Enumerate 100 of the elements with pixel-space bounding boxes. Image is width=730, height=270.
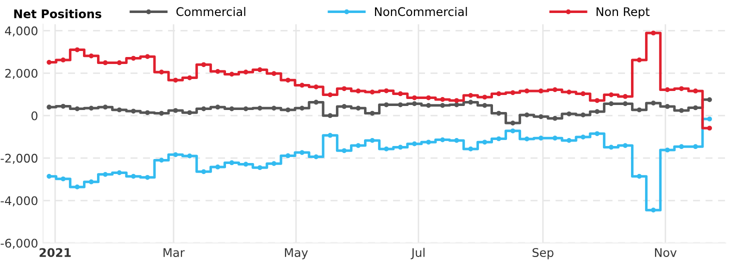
point [102, 104, 108, 110]
point [552, 87, 558, 92]
point [384, 146, 389, 152]
y-tick-label: 4,000 [4, 26, 38, 37]
point [187, 110, 192, 116]
point [440, 102, 445, 108]
point [664, 148, 670, 152]
legend-label: Commercial [176, 6, 246, 16]
point [580, 91, 586, 96]
x-tick-label: Nov [655, 248, 677, 257]
x-tick-label: Mar [164, 248, 185, 257]
point [300, 82, 304, 88]
point [370, 138, 375, 143]
point [356, 106, 361, 111]
point [215, 164, 220, 170]
point [328, 132, 333, 138]
point [636, 58, 642, 62]
point [201, 62, 206, 68]
point [538, 114, 544, 120]
point [594, 98, 600, 103]
point [664, 104, 670, 109]
point [482, 140, 488, 145]
point [272, 161, 276, 166]
point [566, 138, 572, 143]
point [159, 70, 164, 75]
point [243, 162, 248, 167]
point [88, 54, 94, 58]
point [356, 143, 361, 148]
point [679, 108, 684, 113]
y-tick-label: -2,000 [0, 154, 38, 164]
point [201, 106, 206, 112]
point [384, 102, 389, 108]
point [622, 101, 628, 106]
point [173, 78, 178, 83]
point [215, 104, 220, 110]
point [286, 107, 290, 112]
point [398, 102, 403, 108]
point [608, 92, 614, 98]
y-tick-label: -4,000 [0, 196, 38, 206]
point [272, 71, 276, 76]
point [130, 174, 136, 179]
point [538, 136, 544, 141]
point [60, 176, 66, 182]
point [594, 109, 600, 114]
point [412, 95, 417, 100]
point [145, 174, 150, 180]
point [187, 75, 192, 80]
point [88, 106, 94, 111]
point [384, 88, 389, 94]
point [412, 101, 417, 106]
point [229, 160, 234, 166]
point [440, 97, 445, 102]
point [370, 110, 375, 116]
point [412, 141, 417, 146]
x-tick-label: 2021 [40, 248, 71, 257]
point [468, 146, 474, 152]
point [566, 111, 572, 116]
point [187, 154, 192, 158]
point [314, 154, 319, 160]
chart-title: Net Positions [14, 9, 102, 18]
point [426, 95, 431, 100]
point [145, 54, 150, 60]
point [88, 179, 94, 184]
point [229, 72, 234, 77]
y-tick-label: -6,000 [0, 238, 38, 249]
point [693, 105, 698, 110]
point [524, 112, 530, 118]
point [454, 138, 460, 143]
point [482, 102, 488, 108]
point [454, 98, 460, 103]
point [286, 153, 290, 158]
point [60, 58, 66, 62]
point [229, 106, 234, 112]
point [496, 91, 502, 96]
point [622, 94, 628, 99]
point [342, 148, 347, 154]
point [650, 100, 656, 106]
point [707, 116, 712, 122]
point [74, 47, 80, 52]
point [370, 90, 375, 94]
point [636, 107, 642, 112]
point [496, 136, 502, 142]
point [566, 90, 572, 94]
point [580, 112, 586, 118]
point [342, 104, 347, 109]
point [650, 208, 656, 213]
point [426, 140, 431, 145]
point [257, 67, 262, 72]
point [454, 102, 460, 108]
point [693, 88, 698, 94]
x-tick-label: Jul [410, 248, 424, 260]
point [679, 144, 684, 150]
point [46, 104, 52, 110]
point [664, 87, 670, 92]
point [74, 106, 80, 112]
legend-label: NonCommercial [375, 6, 467, 16]
point [201, 169, 206, 174]
point [693, 144, 698, 150]
y-tick-label: 0 [31, 111, 38, 120]
point [679, 86, 684, 92]
